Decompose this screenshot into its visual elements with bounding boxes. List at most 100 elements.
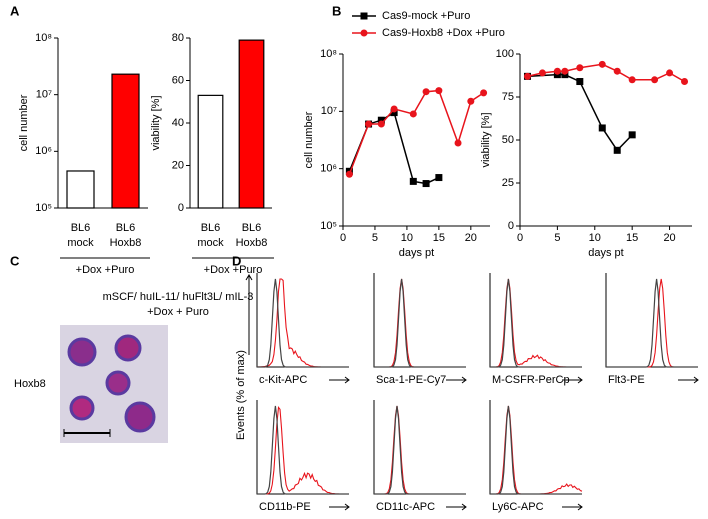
histogram-frame <box>373 400 466 495</box>
x-axis-label: days pt <box>588 247 623 259</box>
marker-label: CD11c-APC <box>376 501 435 513</box>
bar <box>66 170 95 209</box>
marker <box>409 110 417 118</box>
marker-label: Sca-1-PE-Cy7 <box>376 374 446 386</box>
marker <box>628 76 636 84</box>
marker <box>377 120 385 128</box>
y-tick-label: 10⁵ <box>320 220 337 232</box>
legend-label: Cas9-mock +Puro <box>382 10 470 22</box>
group-label: +Dox +Puro <box>76 264 135 276</box>
legend-marker <box>360 29 368 37</box>
y-tick-label: 10⁷ <box>36 89 52 101</box>
x-tick-label: 5 <box>372 232 378 244</box>
row-label: Hoxb8 <box>14 378 46 390</box>
marker-label: CD11b-PE <box>259 501 311 513</box>
marker <box>681 78 689 86</box>
marker <box>390 109 398 117</box>
marker <box>561 67 569 75</box>
histogram-curve <box>374 405 466 495</box>
histogram-curve <box>374 278 466 368</box>
y-tick-label: 60 <box>172 74 184 86</box>
marker <box>613 146 621 154</box>
treatment: +Dox + Puro <box>147 306 209 318</box>
y-axis-label: viability [%] <box>480 112 492 167</box>
y-axis-label: cell number <box>18 94 30 151</box>
cell <box>67 337 97 367</box>
histogram-curve <box>374 405 466 495</box>
marker-label: M-CSFR-PerCp <box>492 374 570 386</box>
x-tick-label: BL6 mock <box>67 222 94 249</box>
cell <box>69 395 95 421</box>
marker <box>666 69 674 77</box>
marker <box>613 67 621 75</box>
micrograph <box>60 325 168 443</box>
histogram-curve <box>490 278 582 368</box>
series-line <box>527 63 685 83</box>
histogram-curve <box>256 278 349 368</box>
marker <box>523 72 531 80</box>
axis-arrow <box>562 503 583 511</box>
marker <box>435 174 443 182</box>
marker <box>598 60 606 68</box>
marker <box>480 89 488 97</box>
x-tick-label: BL6 Hoxb8 <box>236 222 268 249</box>
histogram-frame <box>489 400 582 495</box>
marker <box>598 124 606 132</box>
histogram-frame <box>256 400 349 495</box>
series-line <box>348 111 440 185</box>
marker-label: Ly6C-APC <box>492 501 544 513</box>
y-tick-label: 40 <box>172 117 184 129</box>
marker <box>628 131 636 139</box>
condition: mSCF/ huIL-11/ huFlt3L/ mIL-3 <box>103 291 254 303</box>
histogram-curve <box>374 278 466 368</box>
x-tick-label: BL6 Hoxb8 <box>110 222 142 249</box>
marker-label: Flt3-PE <box>608 374 645 386</box>
marker-label: c-Kit-APC <box>259 374 307 386</box>
marker <box>345 170 353 178</box>
panel-letter: C <box>10 253 20 268</box>
y-tick-label: 25 <box>502 177 514 189</box>
histogram-curve <box>490 405 583 495</box>
y-tick-label: 0 <box>178 202 184 214</box>
cell <box>124 401 156 433</box>
histogram-curve <box>257 405 349 495</box>
marker <box>365 120 373 128</box>
histogram-curve <box>490 278 582 368</box>
histogram-frame <box>489 273 582 368</box>
y-tick-label: 10⁶ <box>320 163 337 175</box>
y-tick-label: 10⁷ <box>321 105 337 117</box>
histogram-frame <box>256 273 349 368</box>
y-tick-label: 10⁶ <box>35 145 52 157</box>
x-tick-label: 15 <box>626 232 638 244</box>
axis-arrow <box>446 503 467 511</box>
histogram-frame <box>373 273 466 368</box>
marker <box>576 78 584 86</box>
y-tick-label: 80 <box>172 32 184 44</box>
y-tick-label: 0 <box>508 220 514 232</box>
axis-arrow <box>446 376 467 384</box>
histogram-curve <box>606 278 698 368</box>
x-tick-label: 0 <box>340 232 346 244</box>
axis-arrow <box>562 376 583 384</box>
marker <box>576 64 584 72</box>
y-tick-label: 10⁵ <box>35 202 52 214</box>
marker <box>409 177 417 185</box>
x-tick-label: BL6 mock <box>197 222 224 249</box>
cell <box>114 334 142 362</box>
axis-arrow <box>329 503 350 511</box>
y-tick-label: 20 <box>172 159 184 171</box>
series-line <box>348 89 485 175</box>
x-tick-label: 10 <box>401 232 413 244</box>
y-arrow <box>245 274 253 355</box>
axis-arrow <box>678 376 699 384</box>
panel-letter: B <box>332 3 341 18</box>
x-tick-label: 10 <box>589 232 601 244</box>
group-label: +Dox +Puro <box>204 264 263 276</box>
marker <box>454 139 462 147</box>
x-tick-label: 0 <box>517 232 523 244</box>
y-axis-label: cell number <box>303 111 315 168</box>
panel-letter: A <box>10 3 20 18</box>
marker <box>422 88 430 96</box>
x-axis-label: days pt <box>399 247 434 259</box>
